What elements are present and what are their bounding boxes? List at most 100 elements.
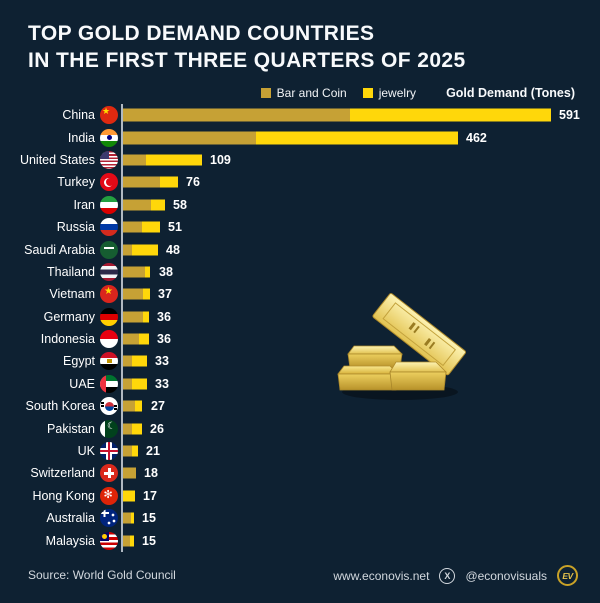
flag-eg-icon xyxy=(100,352,118,371)
table-row: Thailand 38 xyxy=(0,261,600,283)
jewelry-segment xyxy=(135,400,143,412)
table-row: Pakistan 26 xyxy=(0,417,600,439)
bar-group xyxy=(123,108,551,122)
bar-group xyxy=(123,445,139,457)
country-label: Thailand xyxy=(47,264,95,279)
bar-and-coin-segment xyxy=(123,221,142,233)
table-row: Russia 51 xyxy=(0,216,600,238)
bar-and-coin-segment xyxy=(123,512,131,524)
bar-and-coin-segment xyxy=(123,199,151,211)
jewelry-segment xyxy=(131,445,139,457)
country-label: China xyxy=(62,108,95,123)
econovisuals-logo-icon: EV xyxy=(557,565,578,586)
table-row: Saudi Arabia 48 xyxy=(0,238,600,260)
legend-item-bar-and-coin: Bar and Coin xyxy=(260,86,347,100)
table-row: United States 109 xyxy=(0,149,600,171)
bar-and-coin-segment xyxy=(123,355,133,367)
jewelry-swatch-icon xyxy=(362,88,373,98)
flag-vn-icon xyxy=(100,285,118,304)
value-label: 26 xyxy=(150,421,164,436)
bar-group xyxy=(123,176,178,188)
legend: Bar and Coin jewelry Gold Demand (Tones) xyxy=(260,86,575,100)
table-row: China 591 xyxy=(0,104,600,126)
title-line-2: IN THE FIRST THREE QUARTERS OF 2025 xyxy=(28,49,466,72)
legend-label-jewelry: jewelry xyxy=(378,86,417,100)
jewelry-segment xyxy=(132,378,147,390)
flag-my-icon xyxy=(100,531,118,550)
country-label: Iran xyxy=(73,197,95,212)
bar-and-coin-segment xyxy=(123,333,139,345)
bar-group xyxy=(123,244,158,256)
country-label: Germany xyxy=(43,309,95,324)
gold-bars-illustration xyxy=(337,293,466,400)
legend-item-jewelry: jewelry xyxy=(362,86,417,100)
bar-and-coin-segment xyxy=(123,154,146,166)
flag-id-icon xyxy=(100,330,118,349)
value-label: 18 xyxy=(144,466,158,481)
value-label: 21 xyxy=(146,444,160,459)
flag-de-icon xyxy=(100,307,118,326)
value-label: 51 xyxy=(168,220,182,235)
value-label: 48 xyxy=(166,242,180,257)
bar-group xyxy=(123,535,134,547)
country-label: South Korea xyxy=(25,399,96,414)
axis-title: Gold Demand (Tones) xyxy=(446,86,575,100)
country-label: India xyxy=(67,130,95,145)
flag-gb-icon xyxy=(100,442,118,461)
flag-kr-icon xyxy=(100,397,118,416)
bar-group xyxy=(123,266,151,278)
value-label: 27 xyxy=(151,399,165,414)
jewelry-segment xyxy=(159,176,178,188)
bar-and-coin-segment xyxy=(123,266,145,278)
bar-group xyxy=(123,490,136,502)
bar-and-coin-segment xyxy=(123,176,160,188)
bar-group xyxy=(123,288,150,300)
source-credit: Source: World Gold Council xyxy=(28,568,176,582)
bar-group xyxy=(123,311,150,323)
flag-hk-icon xyxy=(100,486,118,505)
flag-ae-icon xyxy=(100,374,118,393)
social-handle: @econovisuals xyxy=(465,568,547,583)
table-row: Australia 15 xyxy=(0,507,600,529)
bar-and-coin-segment xyxy=(123,378,133,390)
x-social-icon: X xyxy=(439,567,456,584)
flag-sa-icon xyxy=(100,240,118,259)
jewelry-segment xyxy=(143,311,150,323)
jewelry-segment xyxy=(150,199,165,211)
table-row: Switzerland 18 xyxy=(0,462,600,484)
website-url: www.econovis.net xyxy=(333,568,430,583)
jewelry-segment xyxy=(123,490,136,502)
flag-au-icon xyxy=(100,509,118,528)
country-label: Australia xyxy=(46,511,95,526)
flag-ir-icon xyxy=(100,195,118,214)
country-label: Indonesia xyxy=(40,332,95,347)
bar-group xyxy=(123,131,458,145)
jewelry-segment xyxy=(131,423,142,435)
bar-and-coin-segment xyxy=(123,445,132,457)
bar-group xyxy=(123,400,143,412)
bar-and-coin-segment xyxy=(123,535,131,547)
table-row: Vietnam 37 xyxy=(0,283,600,305)
flag-ch-icon xyxy=(100,464,118,483)
flag-th-icon xyxy=(100,262,118,281)
flag-ru-icon xyxy=(100,218,118,237)
value-label: 15 xyxy=(142,511,156,526)
table-row: Iran 58 xyxy=(0,194,600,216)
title-line-1: TOP GOLD DEMAND COUNTRIES xyxy=(28,22,375,45)
bar-and-coin-swatch-icon xyxy=(260,88,271,98)
flag-in-icon xyxy=(100,128,118,147)
jewelry-segment xyxy=(130,535,134,547)
jewelry-segment xyxy=(144,266,151,278)
country-label: Switzerland xyxy=(30,466,95,481)
bar-and-coin-segment xyxy=(123,244,132,256)
legend-label-bar-and-coin: Bar and Coin xyxy=(276,86,347,100)
bar-group xyxy=(123,355,147,367)
bar-group xyxy=(123,221,160,233)
table-row: UAE 33 xyxy=(0,373,600,395)
table-row: Germany 36 xyxy=(0,306,600,328)
value-label: 36 xyxy=(157,332,171,347)
value-label: 37 xyxy=(158,287,172,302)
country-label: Turkey xyxy=(57,175,95,190)
footer-right: www.econovis.net X @econovisuals EV xyxy=(333,565,578,586)
